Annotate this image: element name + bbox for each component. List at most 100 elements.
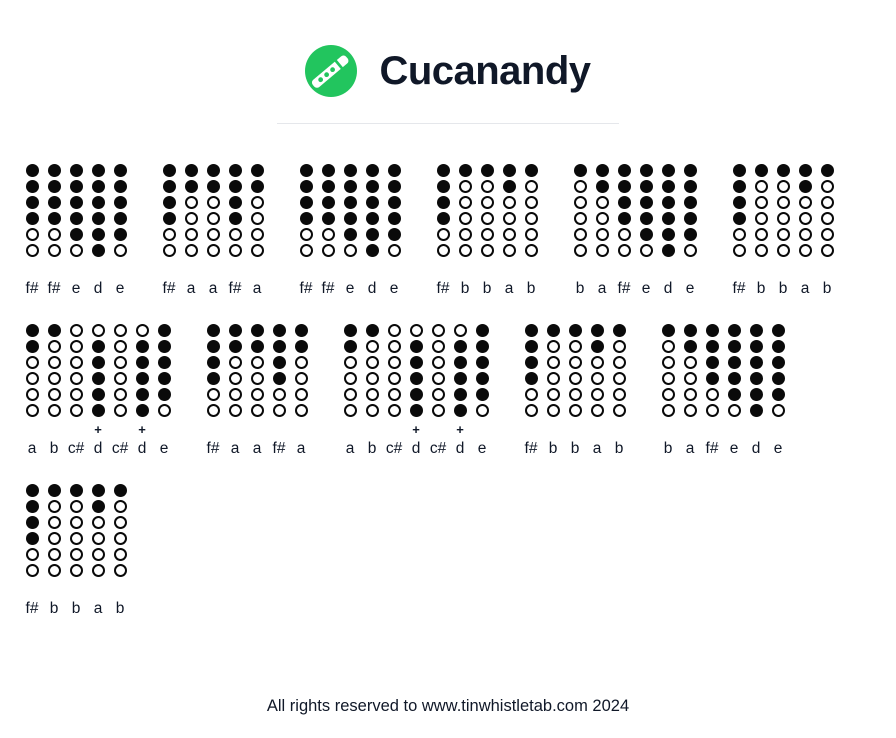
note-column: f# — [321, 164, 335, 298]
finger-hole-covered — [343, 228, 357, 241]
note-column: f# — [436, 164, 450, 298]
finger-hole-open — [47, 244, 61, 257]
note-label: f# — [47, 280, 61, 297]
finger-hole-covered — [524, 340, 538, 353]
header: Cucanandy — [0, 45, 896, 124]
finger-hole-open — [250, 404, 264, 417]
finger-hole-open — [754, 228, 768, 241]
finger-hole-covered — [113, 180, 127, 193]
note-label: c# — [385, 440, 403, 457]
finger-hole-covered — [162, 164, 176, 177]
finger-hole-open — [272, 404, 286, 417]
finger-hole-covered — [184, 164, 198, 177]
finger-hole-covered — [705, 372, 719, 385]
tab-group: f# f# e d e — [25, 164, 127, 298]
note-label: b — [570, 440, 580, 457]
finger-hole-open — [91, 564, 105, 577]
finger-hole-open — [250, 356, 264, 369]
finger-hole-open — [436, 244, 450, 257]
finger-hole-open — [343, 372, 357, 385]
note-label: e — [477, 440, 487, 457]
finger-hole-open — [157, 404, 171, 417]
finger-hole-open — [480, 180, 494, 193]
note-label: b — [49, 440, 59, 457]
finger-hole-open — [820, 228, 834, 241]
finger-hole-open — [91, 532, 105, 545]
finger-hole-covered — [573, 164, 587, 177]
finger-hole-covered — [365, 228, 379, 241]
finger-hole-open — [661, 372, 675, 385]
finger-hole-covered — [135, 356, 149, 369]
finger-hole-open — [798, 212, 812, 225]
tab-sheet: f# f# e d e f# a a f# a f# f# e d e f# b b a b b a f# e d e f# b b a b… — [25, 164, 896, 618]
finger-hole-open — [524, 180, 538, 193]
finger-hole-covered — [365, 180, 379, 193]
finger-hole-covered — [409, 372, 423, 385]
finger-hole-open — [590, 356, 604, 369]
note-label: a — [252, 440, 262, 457]
finger-hole-covered — [639, 196, 653, 209]
finger-hole-covered — [272, 372, 286, 385]
finger-hole-covered — [250, 164, 264, 177]
finger-hole-open — [754, 212, 768, 225]
finger-hole-open — [69, 372, 83, 385]
finger-hole-open — [546, 356, 560, 369]
finger-hole-open — [250, 388, 264, 401]
finger-hole-covered — [91, 484, 105, 497]
finger-hole-open — [639, 244, 653, 257]
note-label: b — [71, 600, 81, 617]
note-label: a — [685, 440, 695, 457]
finger-hole-open — [480, 212, 494, 225]
finger-hole-open — [25, 548, 39, 561]
finger-hole-open — [113, 244, 127, 257]
finger-hole-open — [453, 324, 467, 337]
finger-hole-covered — [590, 324, 604, 337]
finger-hole-covered — [250, 180, 264, 193]
finger-hole-covered — [475, 356, 489, 369]
note-column: a — [206, 164, 220, 298]
finger-hole-open — [573, 212, 587, 225]
note-label: d — [455, 440, 465, 457]
note-label: f# — [705, 440, 719, 457]
note-label: d — [411, 440, 421, 457]
finger-hole-open — [754, 196, 768, 209]
finger-hole-open — [568, 372, 582, 385]
finger-hole-open — [617, 244, 631, 257]
header-divider — [277, 123, 619, 124]
finger-hole-open — [365, 372, 379, 385]
finger-hole-covered — [206, 164, 220, 177]
finger-hole-covered — [157, 356, 171, 369]
finger-hole-covered — [453, 340, 467, 353]
finger-hole-open — [294, 356, 308, 369]
finger-hole-open — [727, 404, 741, 417]
note-column: f# — [228, 164, 242, 298]
note-label: a — [592, 440, 602, 457]
note-column: d — [749, 324, 763, 458]
finger-hole-covered — [135, 404, 149, 417]
finger-hole-covered — [409, 356, 423, 369]
note-column: b — [480, 164, 494, 298]
finger-hole-covered — [387, 212, 401, 225]
finger-hole-covered — [453, 404, 467, 417]
finger-hole-open — [69, 404, 83, 417]
tab-group: b a f# e d e — [573, 164, 697, 298]
note-label: d — [751, 440, 761, 457]
finger-hole-covered — [590, 340, 604, 353]
note-label: a — [27, 440, 37, 457]
finger-hole-covered — [321, 180, 335, 193]
tab-row: a b c# + d c# + d e f# a a f# a a b c# + d c# + d e f# b b a b b a f# e… — [25, 324, 896, 458]
finger-hole-covered — [91, 356, 105, 369]
finger-hole-open — [387, 372, 401, 385]
note-column: b — [776, 164, 790, 298]
note-column: d — [661, 164, 675, 298]
finger-hole-open — [47, 516, 61, 529]
note-label: b — [756, 280, 766, 297]
finger-hole-open — [69, 564, 83, 577]
finger-hole-covered — [91, 180, 105, 193]
finger-hole-covered — [732, 196, 746, 209]
finger-hole-open — [365, 356, 379, 369]
finger-hole-covered — [661, 244, 675, 257]
finger-hole-covered — [343, 340, 357, 353]
finger-hole-covered — [25, 484, 39, 497]
note-label: b — [460, 280, 470, 297]
